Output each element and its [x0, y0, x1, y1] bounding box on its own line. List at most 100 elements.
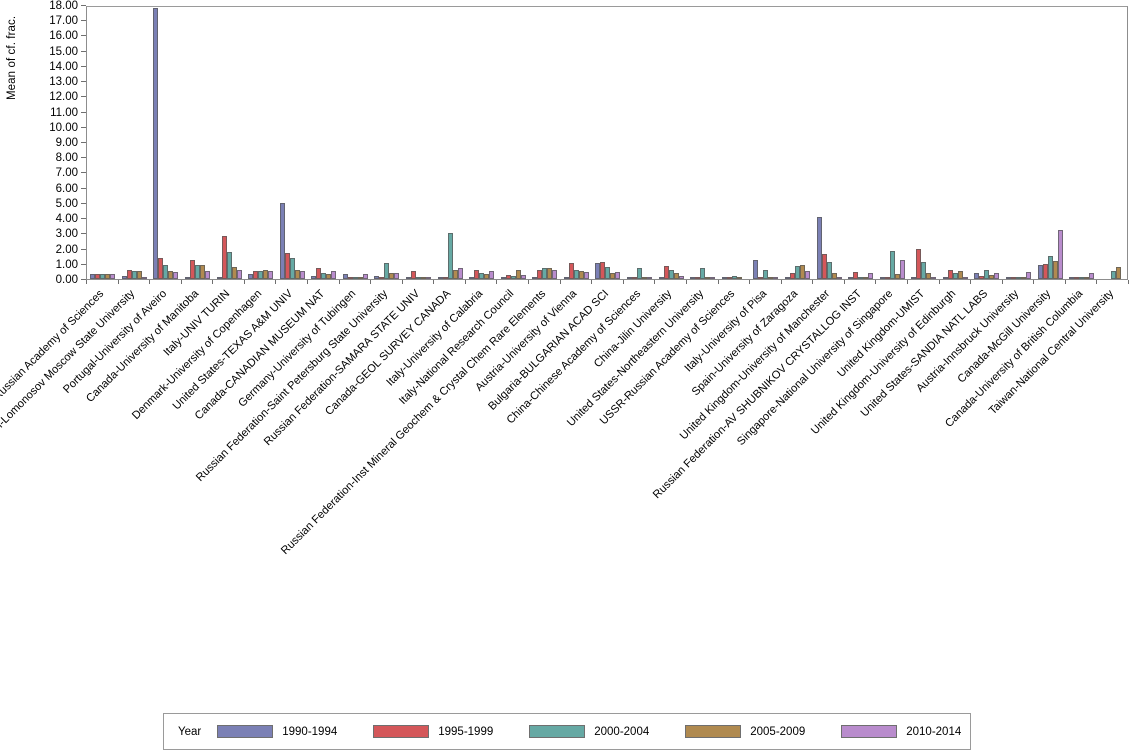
- bar: [316, 268, 322, 279]
- x-axis-label: United Kingdom-University of Edinburgh: [809, 287, 959, 437]
- y-tick-label: 1.00: [55, 258, 78, 271]
- x-axis-label: China-Jilin University: [592, 287, 675, 371]
- y-tick-mark: [81, 81, 86, 83]
- x-axis-label: Canada-GEOL SURVEY CANADA: [323, 287, 454, 418]
- bar: [131, 271, 137, 279]
- bar: [826, 262, 832, 279]
- bar: [894, 274, 900, 279]
- legend-swatch: [841, 725, 898, 738]
- x-tick-mark: [1096, 280, 1098, 284]
- bar: [942, 277, 948, 279]
- legend-label: 2005-2009: [750, 725, 806, 738]
- bar: [100, 274, 106, 279]
- bar: [568, 263, 574, 279]
- y-tick-label: 16.00: [49, 30, 78, 43]
- bar: [195, 265, 200, 279]
- legend-item[interactable]: 2010-2014: [841, 725, 961, 738]
- bar: [253, 270, 259, 279]
- x-tick-mark: [496, 280, 498, 284]
- legend-item[interactable]: 2000-2004: [529, 725, 685, 738]
- bar: [190, 259, 195, 279]
- y-tick: 13.00: [0, 76, 86, 94]
- bar: [547, 268, 553, 279]
- bar: [563, 277, 569, 279]
- bar: [773, 277, 779, 279]
- bar: [136, 271, 142, 279]
- y-tick-mark: [81, 126, 86, 128]
- y-tick-mark: [81, 172, 86, 174]
- bar: [721, 277, 727, 279]
- bar: [595, 263, 601, 279]
- x-tick-mark: [812, 280, 814, 284]
- bar-group: [971, 7, 1003, 279]
- y-tick: 12.00: [0, 91, 86, 109]
- bar: [90, 274, 96, 279]
- x-tick-mark: [780, 280, 782, 284]
- bar: [515, 269, 521, 279]
- x-tick-mark: [243, 280, 245, 284]
- y-tick: 17.00: [0, 15, 86, 33]
- x-tick-mark: [654, 280, 656, 284]
- bar: [426, 277, 432, 279]
- bar: [753, 259, 759, 279]
- y-tick: 15.00: [0, 46, 86, 64]
- bar: [962, 277, 968, 279]
- bar: [610, 272, 616, 279]
- bar: [1110, 271, 1116, 279]
- x-tick-mark: [938, 280, 940, 284]
- bar-group: [119, 7, 151, 279]
- bar: [321, 272, 327, 279]
- bar: [726, 277, 732, 279]
- plot-area: [86, 6, 1128, 280]
- y-tick: 5.00: [0, 198, 86, 216]
- bar-group: [908, 7, 940, 279]
- bar: [931, 277, 937, 279]
- x-tick-mark: [906, 280, 908, 284]
- legend-item[interactable]: 2005-2009: [685, 725, 841, 738]
- bar-group: [1034, 7, 1066, 279]
- bar: [658, 276, 664, 279]
- x-axis-label: Bulgaria-BULGARIAN ACAD SCI: [486, 287, 612, 413]
- x-axis-label: Italy-University of Pisa: [682, 287, 770, 375]
- bar: [226, 251, 232, 279]
- y-tick-label: 15.00: [49, 45, 78, 58]
- bar-group: [466, 7, 498, 279]
- bar: [695, 277, 701, 279]
- legend-label: 1995-1999: [438, 725, 494, 738]
- x-axis-label: Italy-University of Calabria: [384, 287, 485, 389]
- x-tick-mark: [970, 280, 972, 284]
- bar: [537, 269, 543, 279]
- bar: [95, 274, 101, 279]
- bar: [794, 266, 800, 279]
- legend-item[interactable]: 1995-1999: [373, 725, 529, 738]
- bar: [1042, 263, 1048, 279]
- bar: [1025, 272, 1031, 279]
- bar: [411, 270, 417, 279]
- bar: [173, 271, 179, 279]
- plot-inner: [87, 7, 1127, 279]
- y-tick-mark: [81, 35, 86, 37]
- bar: [731, 275, 737, 279]
- y-tick: 3.00: [0, 228, 86, 246]
- bar: [678, 275, 684, 279]
- bar: [663, 265, 669, 279]
- bar: [1069, 277, 1075, 279]
- x-tick-mark: [117, 280, 119, 284]
- bar: [1057, 230, 1063, 279]
- y-tick-mark: [81, 248, 86, 250]
- legend-item[interactable]: 1990-1994: [217, 725, 373, 738]
- bar: [311, 276, 317, 279]
- bar: [1089, 272, 1095, 279]
- bar: [469, 277, 475, 279]
- y-tick: 4.00: [0, 213, 86, 231]
- y-tick: 18.00: [0, 0, 86, 18]
- x-axis-label: Russian Federation-Saint Petersburg Stat…: [193, 287, 391, 485]
- bar: [848, 277, 854, 279]
- bar: [248, 274, 254, 279]
- bar: [763, 269, 769, 279]
- x-axis-label: Canada-CANADIAN MUSEUM NAT: [192, 287, 328, 423]
- bar-group: [87, 7, 119, 279]
- bar: [921, 262, 927, 279]
- bar: [379, 277, 385, 279]
- bar-group: [276, 7, 308, 279]
